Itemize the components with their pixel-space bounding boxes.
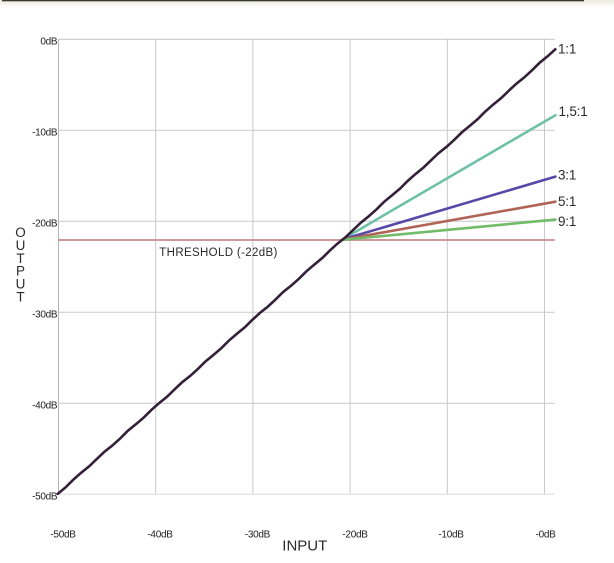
svg-text:1:1: 1:1 [558,42,576,57]
svg-text:5:1: 5:1 [558,194,576,209]
svg-text:INPUT: INPUT [282,538,327,555]
svg-text:U: U [16,277,26,292]
svg-text:-10dB: -10dB [438,529,464,540]
svg-text:U: U [16,238,26,253]
svg-text:-50dB: -50dB [50,529,76,540]
svg-text:9:1: 9:1 [558,214,576,229]
svg-text:-40dB: -40dB [32,400,58,411]
svg-text:-50dB: -50dB [32,491,58,502]
svg-text:-10dB: -10dB [32,127,58,138]
svg-text:P: P [16,264,25,279]
svg-text:-20dB: -20dB [32,218,58,229]
svg-text:T: T [16,251,24,266]
svg-text:-30dB: -30dB [32,309,58,320]
svg-text:O: O [15,225,26,240]
svg-text:-20dB: -20dB [342,529,368,540]
svg-text:0dB: 0dB [40,36,58,47]
svg-text:THRESHOLD (-22dB): THRESHOLD (-22dB) [159,247,277,259]
svg-text:-0dB: -0dB [536,529,557,540]
svg-text:T: T [16,290,24,305]
svg-text:-40dB: -40dB [147,529,173,540]
svg-text:-30dB: -30dB [245,529,271,540]
svg-text:1,5:1: 1,5:1 [559,104,588,119]
svg-text:3:1: 3:1 [558,167,576,182]
